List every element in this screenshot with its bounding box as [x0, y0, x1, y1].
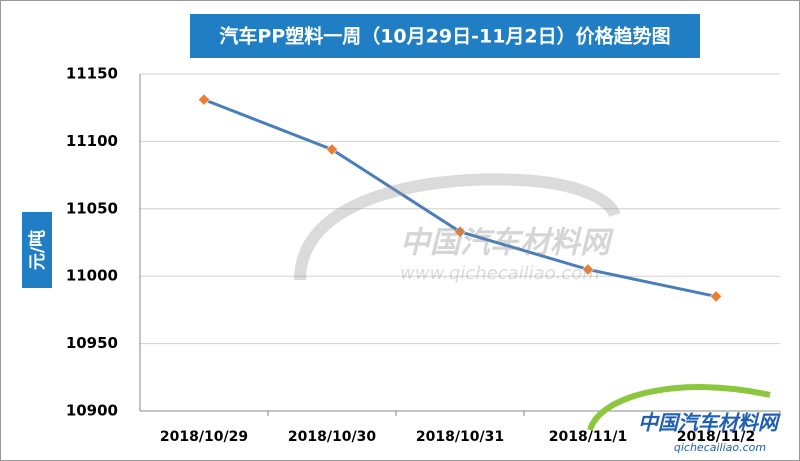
- y-label-box: [22, 212, 52, 288]
- logo-name: 中国汽车材料网: [638, 411, 781, 435]
- logo-url: qichecailiao.com: [674, 441, 766, 454]
- watermark: 中国汽车材料网 www.qichecailiao.com: [294, 173, 621, 284]
- marker: [197, 93, 211, 106]
- x-tick-label: 2018/11/2: [677, 429, 755, 445]
- chart-title: 汽车PP塑料一周（10月29日-11月2日）价格趋势图: [219, 25, 670, 48]
- logo-swoosh: [587, 384, 771, 432]
- y-tick-label: 11000: [66, 267, 118, 285]
- x-tick-label: 2018/10/30: [288, 429, 376, 445]
- y-tick-label: 11050: [66, 199, 118, 217]
- marker: [581, 263, 595, 276]
- logo: 中国汽车材料网 qichecailiao.com: [587, 384, 781, 454]
- watermark-swoosh: [294, 173, 621, 281]
- y-tick-label: 10900: [66, 402, 118, 420]
- title-box: [190, 14, 700, 58]
- y-axis-label: 元/吨: [27, 230, 48, 270]
- y-tick-label: 11150: [66, 65, 118, 83]
- marker: [325, 143, 339, 156]
- x-tick-label: 2018/11/1: [549, 429, 627, 445]
- marker: [709, 290, 723, 303]
- watermark-url: www.qichecailiao.com: [400, 263, 600, 284]
- y-tick-label: 11100: [66, 132, 118, 150]
- x-tick-label: 2018/10/29: [160, 429, 248, 445]
- watermark-name: 中国汽车材料网: [400, 226, 614, 261]
- x-tick-label: 2018/10/31: [416, 429, 504, 445]
- y-tick-label: 10950: [66, 334, 118, 352]
- marker: [453, 225, 467, 238]
